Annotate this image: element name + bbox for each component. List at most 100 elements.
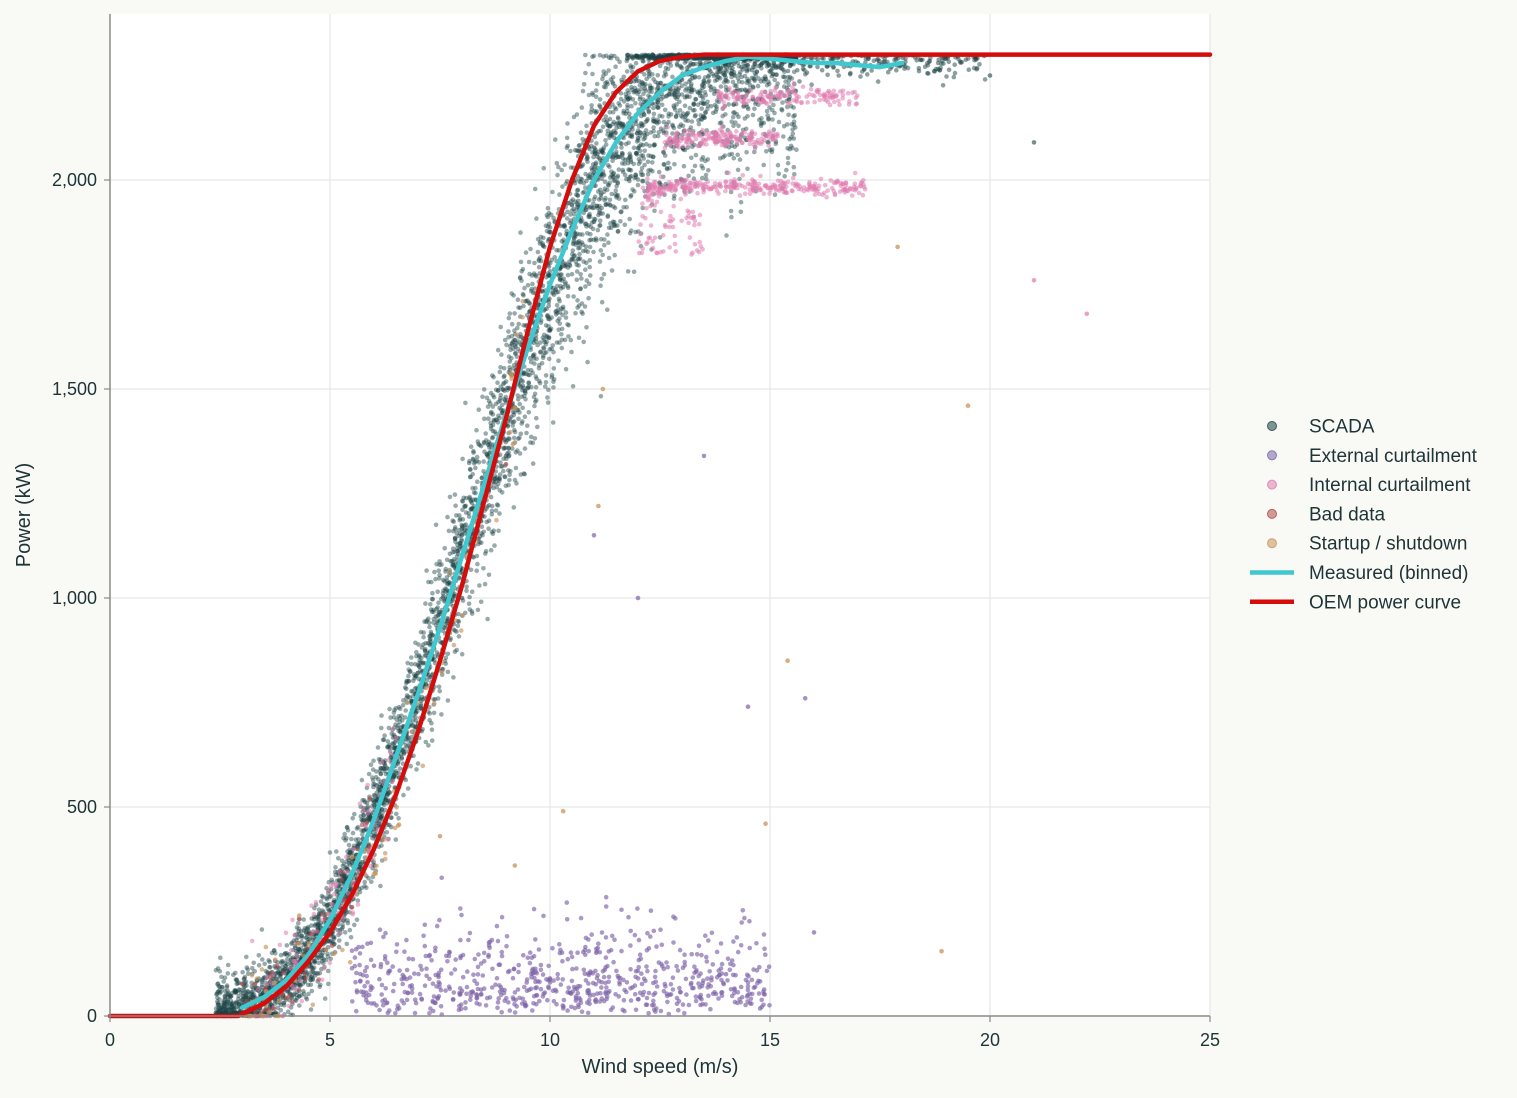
scada-point <box>482 417 487 422</box>
scada-point <box>610 268 615 273</box>
scada-point <box>610 80 615 85</box>
scada-point <box>755 69 760 74</box>
scada-point <box>382 803 387 808</box>
scada-point <box>587 62 592 67</box>
scada-point <box>474 428 479 433</box>
scada-point <box>236 981 241 986</box>
scada-point <box>629 85 634 90</box>
scada-point <box>241 986 246 991</box>
scada-point <box>545 335 550 340</box>
scada-point <box>522 286 527 291</box>
scada-point <box>723 78 728 83</box>
scada-point <box>413 641 418 646</box>
scada-point <box>502 375 507 380</box>
scada-point <box>592 145 597 150</box>
scada-point <box>571 197 576 202</box>
scada-point <box>349 935 354 940</box>
scada-point <box>260 957 265 962</box>
scada-point <box>455 554 460 559</box>
scada-point <box>544 380 549 385</box>
scada-point <box>652 209 657 214</box>
scada-point <box>601 54 606 59</box>
scada-point <box>451 675 456 680</box>
scada-point <box>473 466 478 471</box>
scada-point <box>453 540 458 545</box>
scada-point <box>527 272 532 277</box>
scada-point <box>619 210 624 215</box>
scada-point <box>623 198 628 203</box>
scada-point <box>233 971 238 976</box>
scada-point <box>628 194 633 199</box>
scada-point <box>585 249 590 254</box>
scada-point <box>562 223 567 228</box>
scada-point <box>662 162 667 167</box>
scada-point <box>424 568 429 573</box>
scada-point <box>426 580 431 585</box>
scada-point <box>470 611 475 616</box>
scada-point <box>504 395 509 400</box>
scada-point <box>715 77 720 82</box>
scada-point <box>688 63 693 68</box>
scada-point <box>599 206 604 211</box>
scada-point <box>586 215 591 220</box>
scada-point <box>646 160 651 165</box>
scada-point <box>621 205 626 210</box>
scada-point <box>600 253 605 258</box>
scada-point <box>577 143 582 148</box>
scada-point <box>565 144 570 149</box>
scada-point <box>671 103 676 108</box>
scada-point <box>575 205 580 210</box>
scada-point <box>556 327 561 332</box>
scada-point <box>282 1003 287 1008</box>
scada-point <box>770 147 775 152</box>
scada-point <box>508 359 513 364</box>
scada-point <box>565 121 570 126</box>
scada-point <box>700 176 705 181</box>
scada-point <box>496 503 501 508</box>
scada-point <box>546 273 551 278</box>
scada-point <box>245 989 250 994</box>
scada-point <box>497 511 502 516</box>
scada-point <box>607 124 612 129</box>
scada-point <box>444 619 449 624</box>
scada-point <box>458 531 463 536</box>
scada-point <box>672 149 677 154</box>
scada-point <box>343 838 348 843</box>
scada-point <box>736 168 741 173</box>
scada-point <box>719 84 724 89</box>
scada-point <box>603 138 608 143</box>
scada-point <box>772 78 777 83</box>
scada-point <box>646 172 651 177</box>
scada-point <box>604 202 609 207</box>
scada-point <box>602 237 607 242</box>
scada-point <box>578 272 583 277</box>
scada-point <box>457 634 462 639</box>
scada-point <box>739 210 744 215</box>
scada-point <box>402 750 407 755</box>
scada-point <box>670 131 675 136</box>
scada-point <box>794 147 799 152</box>
scada-point <box>587 265 592 270</box>
scada-point <box>382 733 387 738</box>
scada-point <box>348 928 353 933</box>
scada-point <box>497 416 502 421</box>
scada-point <box>460 652 465 657</box>
scada-point <box>307 937 312 942</box>
scada-point <box>487 445 492 450</box>
scada-point <box>416 761 421 766</box>
scada-point <box>635 131 640 136</box>
scada-point <box>598 129 603 134</box>
scada-point <box>602 272 607 277</box>
scada-point <box>738 157 743 162</box>
scada-point <box>451 546 456 551</box>
scada-point <box>598 259 603 264</box>
scada-point <box>784 168 789 173</box>
scada-point <box>763 74 768 79</box>
scada-point <box>414 674 419 679</box>
scada-point <box>346 828 351 833</box>
scada-point <box>441 578 446 583</box>
scada-point <box>496 348 501 353</box>
scada-point <box>588 232 593 237</box>
scada-point <box>770 117 775 122</box>
scada-point <box>614 150 619 155</box>
